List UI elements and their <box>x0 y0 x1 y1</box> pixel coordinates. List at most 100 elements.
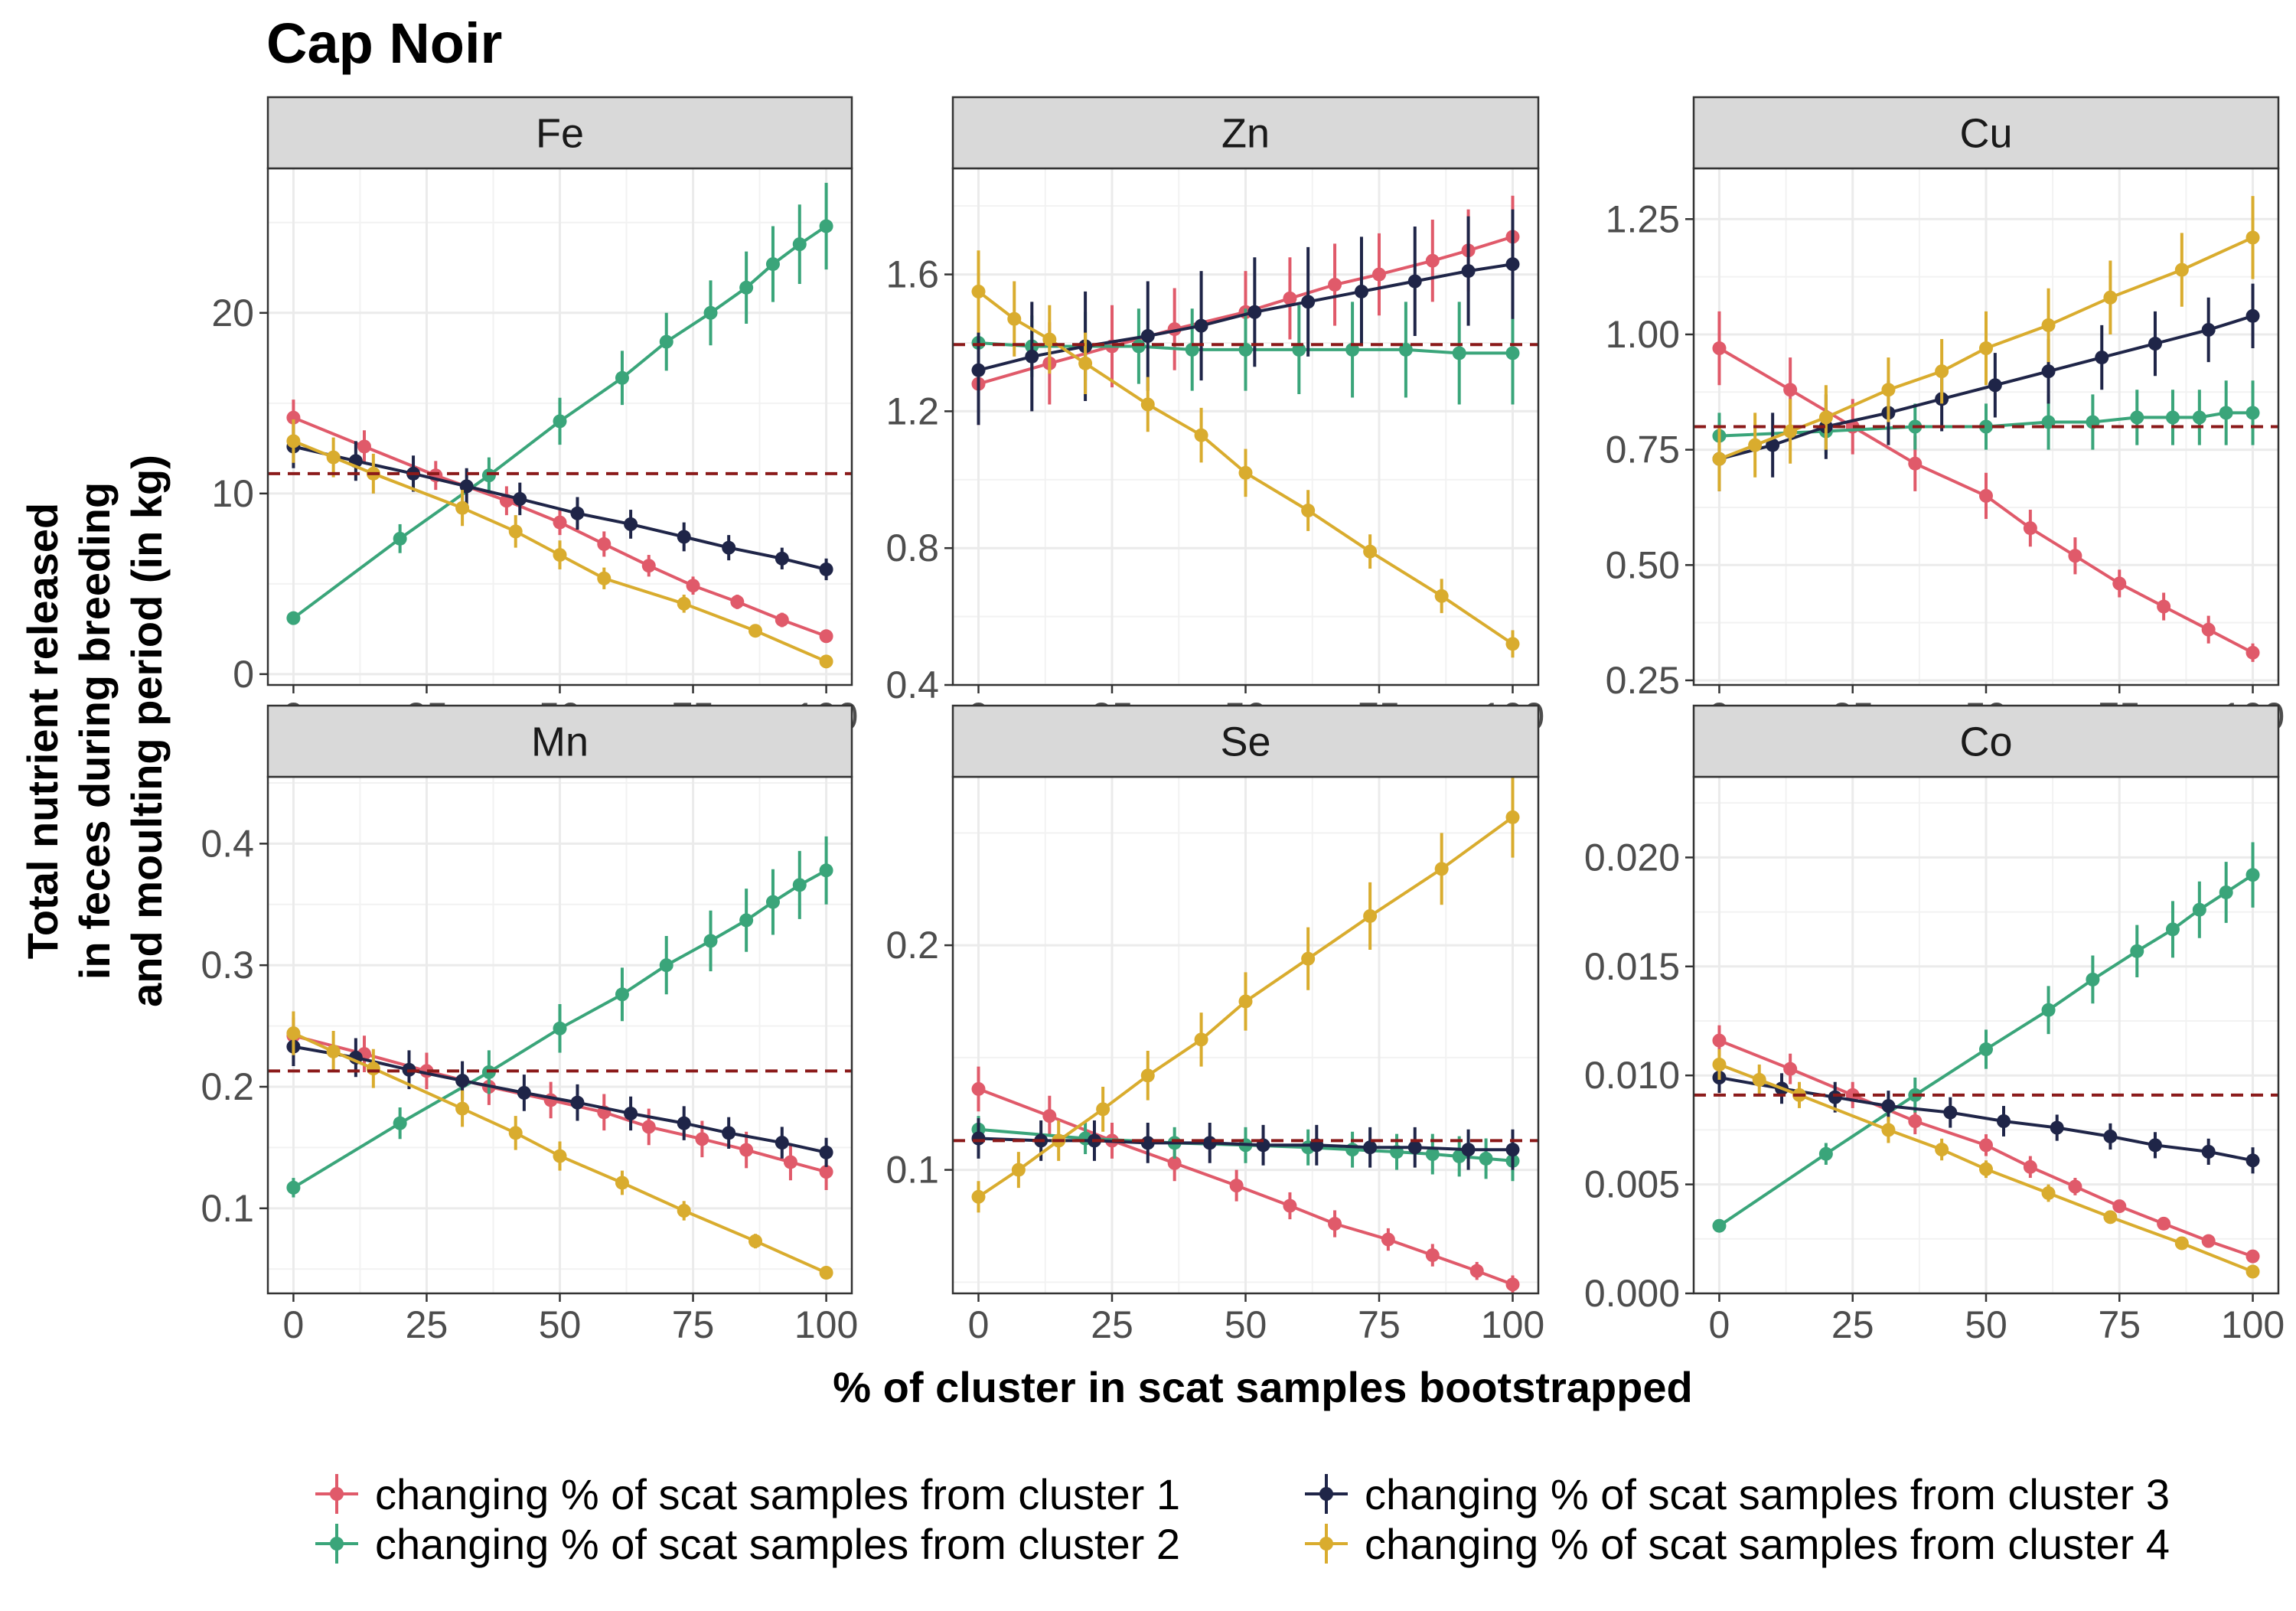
data-point <box>2192 902 2206 917</box>
data-point <box>2023 1159 2037 1174</box>
facet-strip <box>1692 96 2280 170</box>
data-point <box>624 517 638 531</box>
data-point <box>722 1126 736 1140</box>
data-point <box>455 1101 470 1116</box>
data-point <box>1328 1217 1342 1231</box>
series-cluster-2 <box>286 182 833 625</box>
data-point <box>2245 1264 2260 1279</box>
y-tick-label: 0.8 <box>885 527 939 569</box>
data-point <box>819 629 833 644</box>
legend-item-cluster-3: changing % of scat samples from cluster … <box>1305 1470 2170 1518</box>
legend-key-point <box>1319 1537 1333 1551</box>
facet-strip <box>266 704 853 778</box>
y-tick-label: 0.4 <box>201 822 254 865</box>
data-point <box>1505 637 1520 651</box>
data-point <box>2103 1210 2118 1225</box>
data-point <box>2103 290 2118 305</box>
x-tick-label: 50 <box>1225 1303 1267 1346</box>
data-point <box>2245 230 2260 245</box>
legend-label: changing % of scat samples from cluster … <box>375 1470 1180 1518</box>
data-point <box>1167 1156 1182 1170</box>
data-point <box>641 559 656 573</box>
data-point <box>513 491 527 506</box>
data-point <box>615 1176 629 1190</box>
facet-label: Fe <box>536 111 584 157</box>
y-tick-label: 10 <box>211 472 254 515</box>
y-tick-label: 0 <box>233 653 254 696</box>
x-tick-label: 25 <box>1831 1303 1874 1346</box>
data-point <box>1881 1123 1896 1137</box>
data-point <box>1752 1072 1766 1087</box>
data-point <box>641 1120 656 1134</box>
data-point <box>455 501 470 515</box>
data-point <box>508 1126 523 1140</box>
data-point <box>1229 1179 1244 1193</box>
y-tick-label: 0.50 <box>1606 543 1680 586</box>
panel-co: Co 0.000 0.005 0.010 0.015 0.020 0 25 50 75 100 <box>1584 704 2285 1346</box>
data-point <box>1301 951 1316 966</box>
data-point <box>1247 305 1262 319</box>
y-axis-title-line: and moulting period (in kg) <box>122 455 171 1007</box>
x-tick-label: 0 <box>283 1303 305 1346</box>
facet-strip <box>951 704 1540 778</box>
data-point <box>730 595 745 609</box>
data-point <box>1505 257 1520 272</box>
data-point <box>1025 349 1039 364</box>
panel-se: Se 0.1 0.2 0 25 50 75 100 <box>885 704 1544 1346</box>
data-point <box>2157 1216 2171 1231</box>
data-point <box>2201 1144 2216 1159</box>
data-point <box>1712 341 1727 356</box>
data-point <box>286 1180 301 1195</box>
data-point <box>286 1026 301 1041</box>
legend-item-cluster-1: changing % of scat samples from cluster … <box>315 1470 1180 1518</box>
data-point <box>1783 1061 1798 1076</box>
y-tick-label: 0.1 <box>885 1149 939 1192</box>
data-point <box>783 1155 797 1169</box>
data-point <box>1238 994 1253 1009</box>
x-tick-label: 100 <box>1481 1303 1544 1346</box>
data-point <box>1469 1264 1484 1278</box>
data-point <box>2041 318 2056 332</box>
data-point <box>1131 339 1146 354</box>
y-tick-label: 1.6 <box>885 253 939 296</box>
y-tick-label: 0.020 <box>1584 836 1680 879</box>
y-tick-label: 1.00 <box>1606 313 1680 356</box>
y-tick-label: 20 <box>211 292 254 334</box>
data-point <box>1194 318 1208 333</box>
data-point <box>1425 253 1440 268</box>
data-point <box>1140 1136 1155 1150</box>
data-point <box>2095 351 2109 365</box>
data-point <box>1712 452 1727 466</box>
data-point <box>703 934 718 948</box>
x-tick-label: 50 <box>1965 1303 2007 1346</box>
x-tick-label: 25 <box>406 1303 448 1346</box>
data-point <box>481 468 496 483</box>
panel-fe: Fe010200255075100 <box>211 96 858 738</box>
data-point <box>1202 1136 1217 1150</box>
facet-label: Co <box>1959 719 2012 765</box>
series-line <box>292 1032 827 1274</box>
data-point <box>286 611 301 625</box>
facet-label: Se <box>1220 719 1270 765</box>
data-point <box>2148 1138 2162 1153</box>
y-axis-title: Total nutrient releasedin feces during b… <box>18 455 171 1007</box>
data-point <box>1140 397 1155 412</box>
data-point <box>2245 1249 2260 1264</box>
data-point <box>2201 622 2216 637</box>
data-point <box>553 1149 567 1163</box>
data-point <box>792 237 807 252</box>
data-point <box>1979 1042 1993 1057</box>
data-point <box>2201 322 2216 337</box>
data-point <box>393 1116 407 1130</box>
data-point <box>2174 263 2189 277</box>
data-point <box>1345 342 1360 357</box>
facet-panels: Fe 0 10 20 0 25 50 75 100 Zn 0.4 0.8 1.2 1.6 0 25 50 75 10… <box>201 96 2285 1346</box>
data-point <box>1979 1138 1993 1153</box>
data-point <box>1712 1218 1727 1233</box>
legend: changing % of scat samples from cluster … <box>315 1470 2170 1568</box>
data-point <box>1425 1147 1440 1162</box>
data-point <box>2165 922 2180 937</box>
data-point <box>2086 972 2100 986</box>
data-point <box>2130 944 2144 958</box>
